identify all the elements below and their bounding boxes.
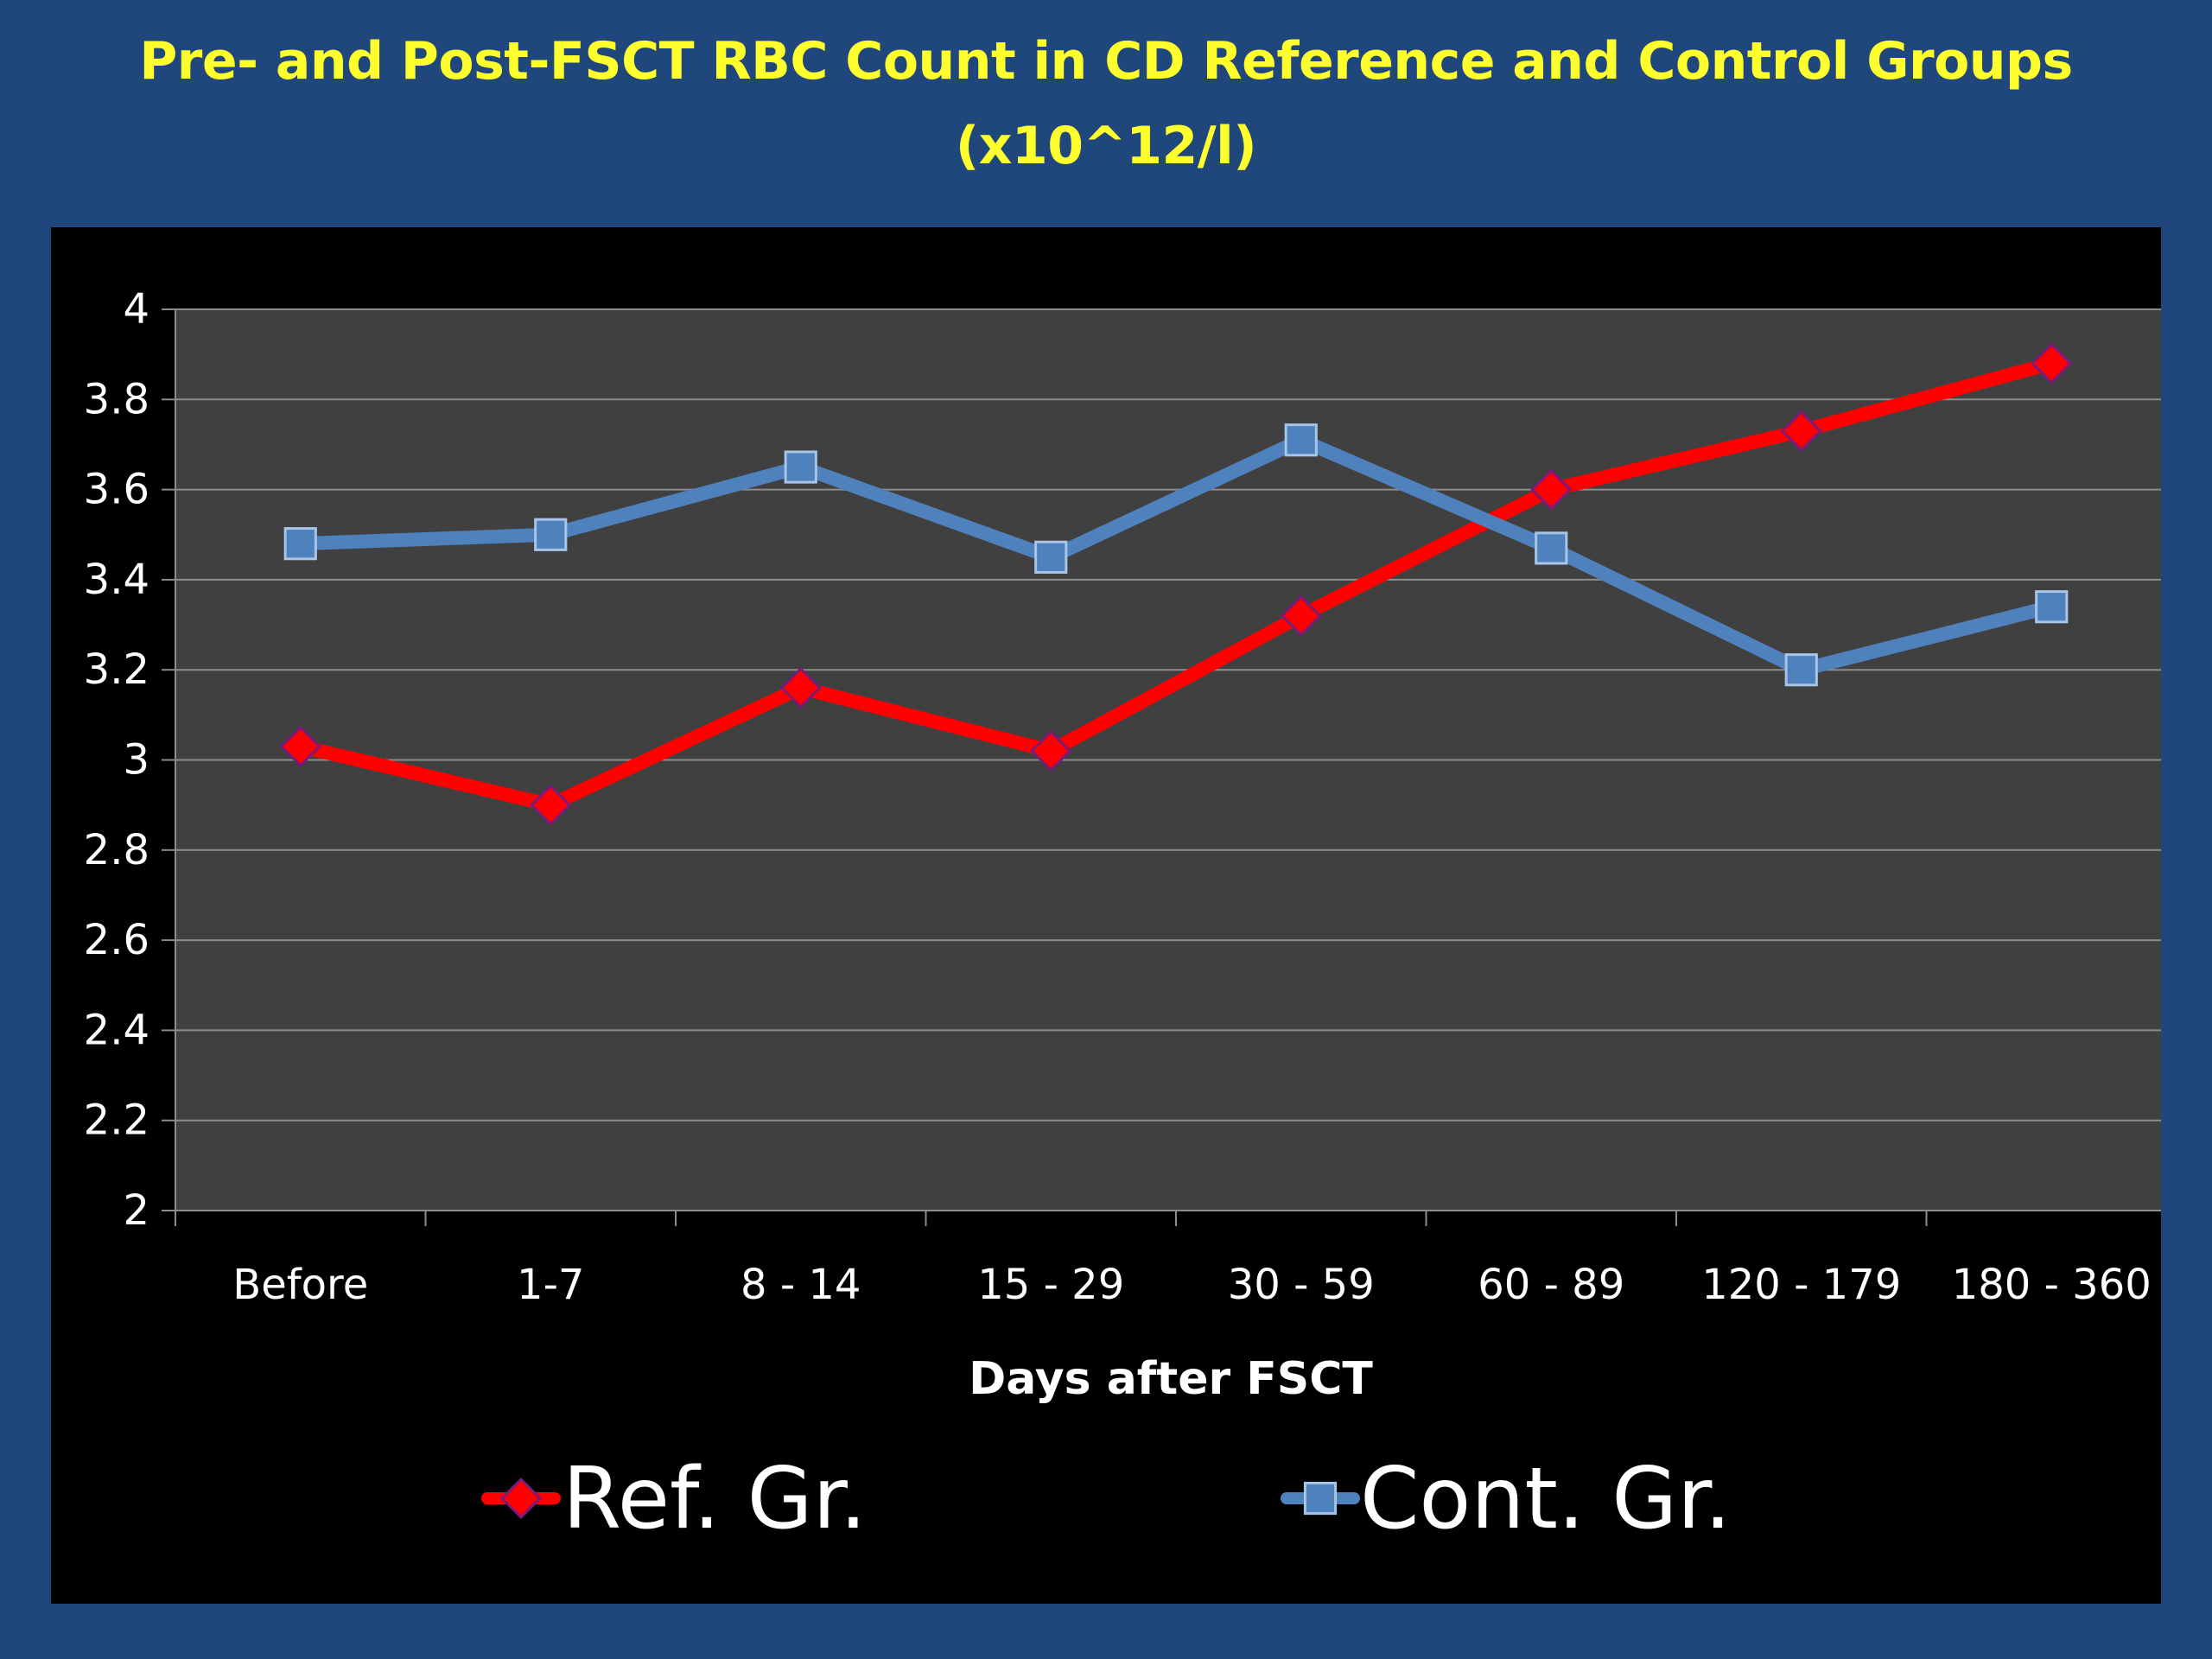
x-tick-label: 8 - 14 [741,1261,861,1309]
y-tick-label: 2 [123,1186,149,1235]
data-point [2035,590,2069,624]
series-line [293,433,2059,677]
data-point [1780,410,1822,452]
legend-label: Ref. Gr. [563,1450,867,1548]
line-chart: 2 2.2 2.4 2.6 2.8 3 3.2 3.4 3.6 3.8 4 Before 1-7 8 -… [84,285,2161,1548]
data-point [534,518,568,551]
x-tick-label: 15 - 29 [977,1261,1124,1309]
data-point [1030,729,1072,772]
series-1 [279,342,2073,826]
chart-title-line-1: Pre- and Post-FSCT RBC Count in CD Refer… [139,31,2073,92]
y-tick-labels: 2 2.2 2.4 2.6 2.8 3 3.2 3.4 3.6 3.8 4 [84,285,149,1235]
chart-title: Pre- and Post-FSCT RBC Count in CD Refer… [0,19,2212,188]
data-point [1784,653,1818,687]
x-tick-label: 30 - 59 [1228,1261,1375,1309]
x-tick-label: Before [232,1261,368,1309]
data-point [1535,531,1568,565]
x-tick-label: 120 - 179 [1701,1261,1901,1309]
x-tick-label: 1-7 [517,1261,584,1309]
data-point [784,450,817,484]
legend-item: Ref. Gr. [481,1450,867,1548]
axes [162,308,2161,1226]
y-tick-label: 2.4 [84,1006,149,1054]
data-point [279,725,321,767]
y-tick-label: 2.6 [84,916,149,964]
data-series [279,342,2073,826]
y-tick-label: 2.2 [84,1096,149,1145]
y-tick-label: 3.4 [84,556,149,604]
data-point [1530,468,1573,511]
data-point [1034,540,1068,574]
data-point [530,784,572,826]
chart-title-line-2: (x10^12/l) [955,116,1257,176]
y-tick-label: 4 [123,285,149,334]
x-axis-title: Days after FSCT [969,1353,1373,1405]
data-point [283,527,317,561]
y-tick-label: 2.8 [84,826,149,874]
gridlines [175,308,2161,1122]
y-tick-label: 3.8 [84,375,149,423]
x-tick-label: 180 - 360 [1952,1261,2152,1309]
data-point [1284,423,1318,457]
y-tick-label: 3.2 [84,645,149,694]
x-tick-label: 60 - 89 [1478,1261,1624,1309]
series-line [293,356,2059,812]
data-point [779,666,822,709]
data-point [1280,594,1322,637]
legend-marker [499,1477,543,1520]
chart-panel: 2 2.2 2.4 2.6 2.8 3 3.2 3.4 3.6 3.8 4 Before 1-7 8 -… [51,227,2161,1604]
series-2 [283,423,2069,687]
data-point [2031,342,2073,385]
legend-item: Cont. Gr. [1281,1450,1732,1548]
y-tick-label: 3.6 [84,466,149,514]
legend-marker [1303,1481,1338,1516]
legend-label: Cont. Gr. [1360,1450,1732,1548]
y-tick-label: 3 [123,736,149,785]
x-tick-labels: Before 1-7 8 - 14 15 - 29 30 - 59 60 - 89 120 … [232,1261,2152,1309]
legend: Ref. Gr. Cont. Gr. [481,1450,1732,1548]
